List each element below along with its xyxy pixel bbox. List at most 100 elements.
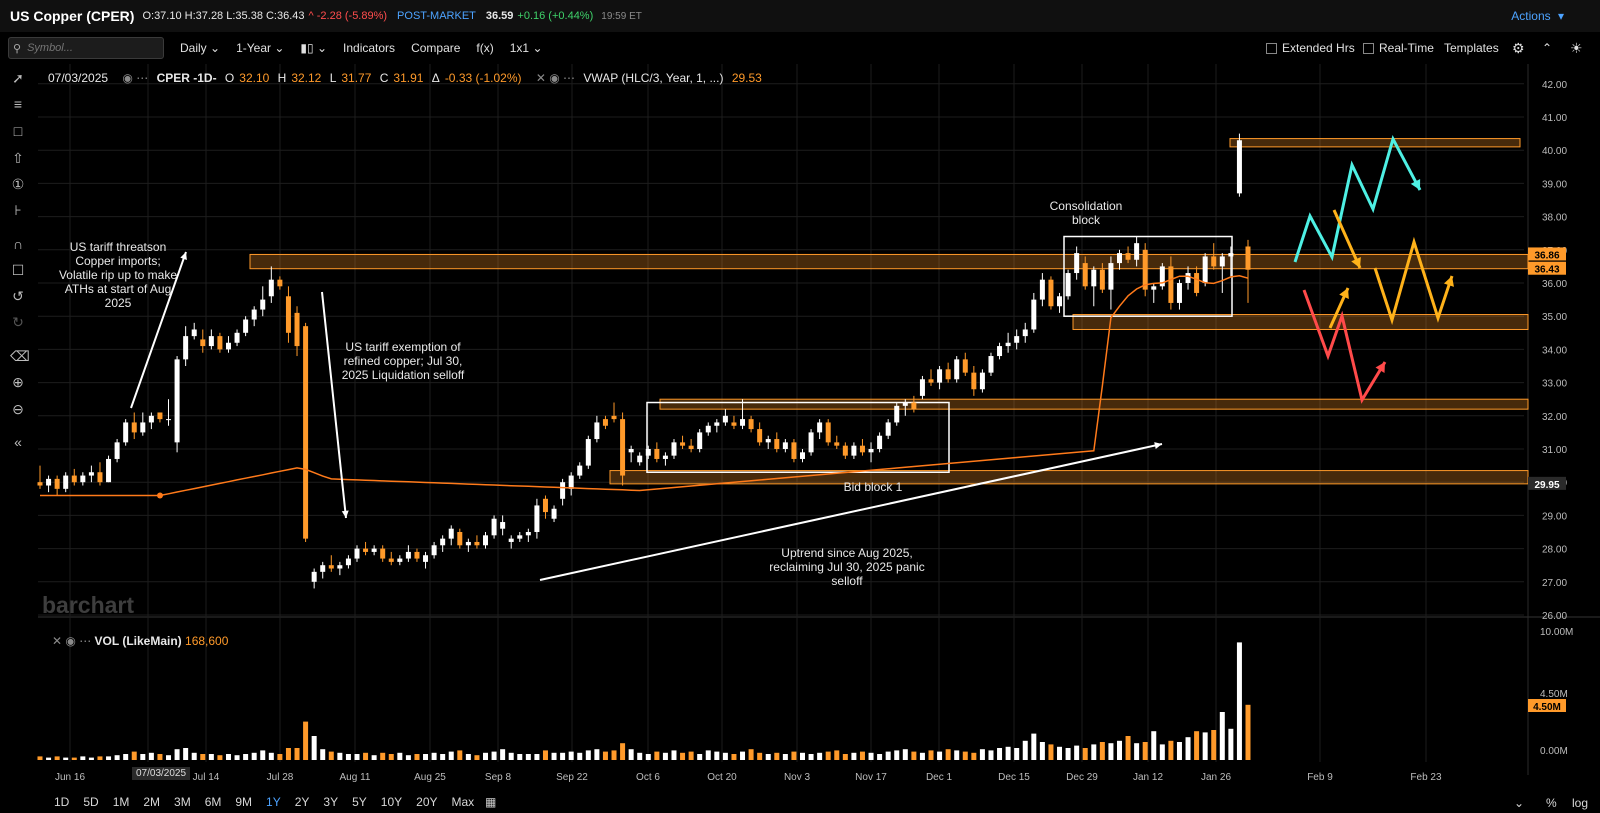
actions-menu[interactable]: Actions ▾ xyxy=(1511,9,1564,23)
range-button-max[interactable]: Max xyxy=(451,795,475,809)
range-select[interactable]: 1-Year ⌄ xyxy=(236,41,284,55)
y-tick-label: 34.00 xyxy=(1542,345,1567,356)
candle-body xyxy=(525,532,531,536)
collapse-sidebar-icon[interactable]: « xyxy=(14,434,22,450)
candle-body xyxy=(1116,253,1122,264)
undo-icon[interactable]: ↺ xyxy=(12,288,24,304)
calendar-icon[interactable]: ▦ xyxy=(485,795,497,809)
volume-bar xyxy=(1116,740,1122,760)
symbol-search[interactable]: ⚲ xyxy=(8,37,164,59)
redo-icon[interactable]: ↻ xyxy=(12,314,24,330)
volume-bar xyxy=(808,754,814,760)
theme-icon[interactable]: ☀ xyxy=(1570,39,1583,56)
range-button-10y[interactable]: 10Y xyxy=(380,795,403,809)
trash-icon[interactable]: ⌫ xyxy=(10,348,30,364)
log-toggle[interactable]: log xyxy=(1572,796,1589,810)
gear-icon[interactable]: ⚙ xyxy=(1512,39,1525,56)
percent-toggle[interactable]: % xyxy=(1546,796,1557,810)
candle-body xyxy=(431,545,437,556)
range-button-1y[interactable]: 1Y xyxy=(266,795,281,809)
volume-bar xyxy=(80,756,86,760)
y-tick-label: 26.00 xyxy=(1542,611,1567,622)
candle-body xyxy=(1091,269,1097,287)
volume-bar xyxy=(585,750,591,760)
magnet-icon[interactable]: ∩ xyxy=(12,236,24,252)
range-button-3m[interactable]: 3M xyxy=(174,795,191,809)
volume-bar xyxy=(1142,742,1148,760)
candle-body xyxy=(620,419,626,476)
volume-bar xyxy=(774,752,780,760)
measure-tool-icon[interactable]: ⊦ xyxy=(14,202,22,218)
zoom-out-icon[interactable]: ⊖ xyxy=(12,401,24,417)
price-legend: 07/03/2025 ◉ ⋯ CPER -1D- O 32.10 H 32.12 L… xyxy=(48,71,767,85)
close-icon[interactable]: ✕ ◉ ⋯ xyxy=(52,634,92,648)
indicators-button[interactable]: Indicators xyxy=(343,41,396,55)
interval-label: Daily xyxy=(180,41,207,55)
volume-bar xyxy=(97,756,103,760)
function-button[interactable]: f(x) xyxy=(476,41,494,55)
range-button-2m[interactable]: 2M xyxy=(143,795,161,809)
expand-icon[interactable]: ⌄ xyxy=(1514,796,1525,810)
volume-bar xyxy=(534,754,540,760)
arrow-tool-icon[interactable]: ⇧ xyxy=(12,150,24,166)
interval-select[interactable]: Daily ⌄ xyxy=(180,41,220,55)
zoom-in-icon[interactable]: ⊕ xyxy=(12,374,24,390)
counter-tool-icon[interactable]: ① xyxy=(11,176,25,192)
volume-bar xyxy=(1151,731,1157,760)
volume-bar xyxy=(551,752,557,760)
candle-body xyxy=(945,369,951,380)
volume-bar xyxy=(877,754,883,760)
volume-bar xyxy=(731,754,737,760)
chart-type-select[interactable]: ▮▯ ⌄ xyxy=(300,41,327,55)
candle-body xyxy=(234,332,240,343)
layout-select[interactable]: 1x1 ⌄ xyxy=(510,41,543,55)
volume-legend: ✕ ◉ ⋯ VOL (LikeMain) 168,600 xyxy=(52,634,228,648)
candle-body xyxy=(560,482,566,499)
range-button-1m[interactable]: 1M xyxy=(112,795,130,809)
eye-icon[interactable]: ◉ ⋯ xyxy=(122,71,149,85)
y-tick-label: 38.00 xyxy=(1542,213,1567,224)
volume-bar xyxy=(1185,737,1191,760)
candle-body xyxy=(782,442,788,449)
legend-c-label: C xyxy=(379,71,389,85)
compare-button[interactable]: Compare xyxy=(411,41,461,55)
quote-time: 19:59 ET xyxy=(601,10,642,22)
real-time-toggle[interactable]: Real-Time xyxy=(1363,36,1434,60)
search-input[interactable] xyxy=(25,41,150,55)
volume-bar xyxy=(611,750,617,760)
range-button-20y[interactable]: 20Y xyxy=(416,795,438,809)
close-icon[interactable]: ✕ ◉ ⋯ xyxy=(535,71,576,85)
fib-tool-icon[interactable]: ≡ xyxy=(13,96,23,112)
volume-bar xyxy=(474,755,480,760)
candle-body xyxy=(1065,273,1071,297)
candle-body xyxy=(997,346,1003,357)
range-button-3y[interactable]: 3Y xyxy=(323,795,339,809)
range-button-5y[interactable]: 5Y xyxy=(352,795,367,809)
candle-body xyxy=(140,422,146,433)
volume-bar xyxy=(594,749,600,760)
candle-body xyxy=(183,336,189,360)
range-button-2y[interactable]: 2Y xyxy=(294,795,310,809)
candle-body xyxy=(268,279,274,297)
range-button-6m[interactable]: 6M xyxy=(204,795,222,809)
volume-bar xyxy=(1228,728,1234,760)
volume-bar xyxy=(645,754,651,760)
shape-tool-icon[interactable]: □ xyxy=(13,123,23,139)
candle-body xyxy=(157,412,163,420)
collapse-icon[interactable]: ⌃ xyxy=(1542,41,1553,55)
candle-body xyxy=(46,478,52,486)
line-tool-icon[interactable]: ➚ xyxy=(12,70,24,86)
candle-body xyxy=(534,505,540,532)
templates-button[interactable]: Templates xyxy=(1444,41,1499,55)
range-button-9m[interactable]: 9M xyxy=(235,795,253,809)
volume-bar xyxy=(971,752,977,760)
range-button-5d[interactable]: 5D xyxy=(83,795,99,809)
candle-body xyxy=(448,528,454,539)
volume-bar xyxy=(1091,744,1097,760)
annotation-tariff-threat: US tariff threatson Copper imports; Vola… xyxy=(58,240,178,310)
range-button-1d[interactable]: 1D xyxy=(54,795,70,809)
x-tick-label: Nov 17 xyxy=(855,772,887,783)
candle-body xyxy=(423,555,429,562)
lock-icon[interactable]: ☐ xyxy=(11,262,25,278)
extended-hours-toggle[interactable]: Extended Hrs xyxy=(1266,36,1355,60)
